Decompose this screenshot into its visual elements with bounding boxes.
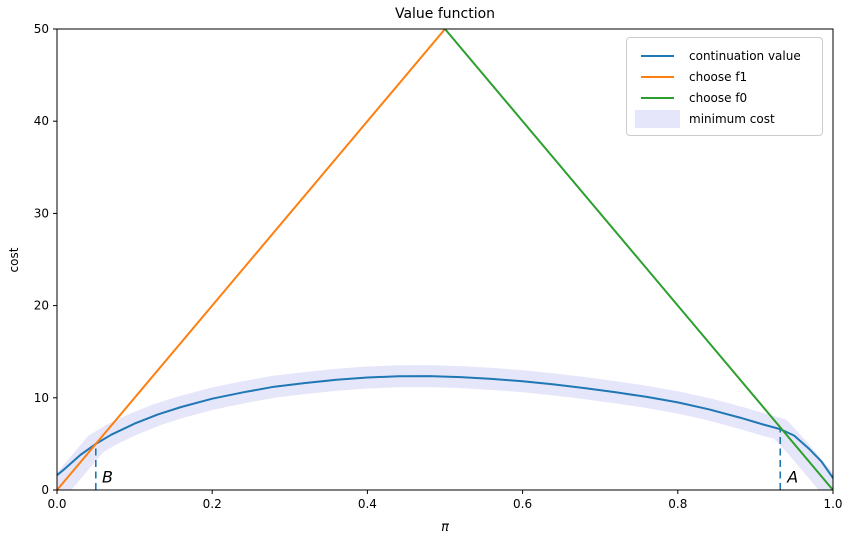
axes-frame [56, 28, 834, 491]
legend-label: minimum cost [689, 111, 775, 126]
legend-swatch-box [635, 75, 680, 78]
legend-line-swatch [641, 54, 674, 57]
series-continuation-value [57, 375, 833, 479]
x-tick-label: 0.8 [668, 497, 687, 511]
x-tick-label: 0.4 [358, 497, 377, 511]
legend-label: choose f0 [689, 90, 748, 105]
legend-item-choose-f1: choose f1 [635, 66, 814, 87]
series-minimum-cost [57, 365, 833, 490]
x-tick-label: 0.2 [203, 497, 222, 511]
x-axis-label: π [441, 520, 449, 535]
annotation-B: B [102, 468, 113, 487]
legend-item-continuation-value: continuation value [635, 45, 814, 66]
y-tick-label: 50 [34, 22, 49, 36]
legend-swatch-box [635, 54, 680, 57]
legend-swatch-box [635, 109, 680, 128]
legend-swatch-box [635, 96, 680, 99]
legend-item-minimum-cost: minimum cost [635, 108, 814, 129]
legend-line-swatch [641, 96, 674, 99]
legend-label: continuation value [689, 48, 801, 63]
legend: continuation value choose f1 choose f0 mini… [626, 37, 823, 136]
legend-line-swatch [641, 75, 674, 78]
annotation-A: A [786, 468, 798, 487]
y-tick-label: 40 [34, 114, 49, 128]
x-tick-label: 0.0 [47, 497, 66, 511]
chart-title: Value function [394, 6, 496, 22]
legend-item-choose-f0: choose f0 [635, 87, 814, 108]
x-tick-label: 1.0 [823, 497, 842, 511]
series-choose-f0 [444, 29, 833, 490]
y-tick-label: 0 [41, 483, 49, 497]
y-tick-label: 30 [34, 206, 49, 220]
legend-label: choose f1 [689, 69, 748, 84]
y-tick-label: 20 [34, 299, 49, 313]
y-tick-label: 10 [34, 391, 49, 405]
y-axis-label: cost [7, 247, 21, 273]
legend-patch-swatch [635, 109, 680, 128]
x-tick-label: 0.6 [513, 497, 532, 511]
series-choose-f1 [57, 29, 446, 490]
